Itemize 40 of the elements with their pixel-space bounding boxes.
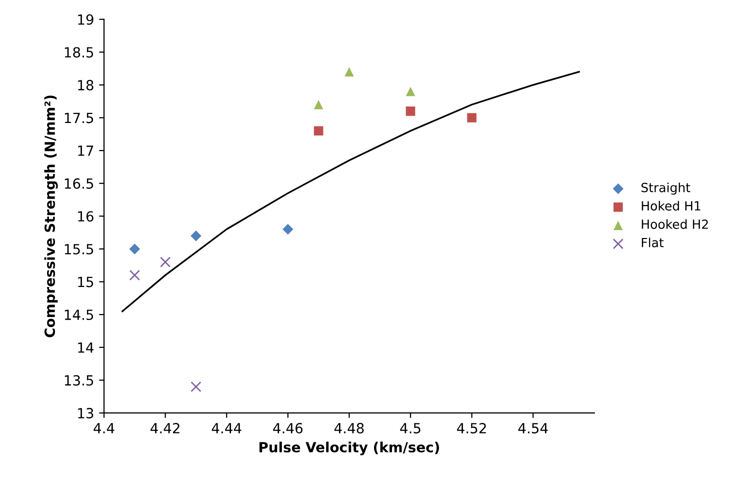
point [467,113,476,122]
y-axis-title: Compressive Strength (N/mm²) [44,96,58,338]
legend-label: Hoked H1 [642,200,700,211]
point [190,381,202,392]
y-tick-label: 14 [78,342,94,353]
point [129,244,140,254]
y-tick-label: 14.5 [64,310,94,320]
y-tick-label: 15.5 [64,244,94,254]
y-tick-label: 17.5 [64,112,94,124]
x-tick-label: 4.44 [212,423,242,434]
x-tick-label: 4.52 [457,422,486,434]
x-tick-label: 4.5 [400,423,420,434]
x-tick-label: 4.54 [518,423,548,434]
legend-label: Flat [642,238,664,248]
y-tick-label: 16 [78,211,94,222]
y-tick-label: 17 [78,146,94,156]
x-tick-label: 4.42 [150,422,180,434]
y-tick-label: 18 [78,80,94,90]
point [406,86,416,96]
y-tick-label: 16.5 [64,178,94,189]
y-tick-label: 19 [78,14,94,25]
x-tick-label: 4.48 [334,422,364,434]
point [160,256,171,268]
point [282,224,294,235]
legend-label: Hooked H2 [642,219,708,229]
x-tick-label: 4.46 [273,422,302,434]
point [314,126,324,136]
x-tick-label: 4.4 [94,423,114,434]
point [406,106,416,116]
y-tick-label: 13 [78,408,94,418]
point [344,67,354,76]
y-tick-label: 13.5 [64,375,94,386]
point [314,100,324,110]
y-tick-label: 18.5 [64,47,94,58]
line-series [122,70,580,312]
point [190,230,202,242]
y-tick-label: 15 [78,276,94,288]
x-axis-title: Pulse Velocity (km/sec) [259,442,439,456]
point [129,270,140,281]
legend-label: Straight [641,182,690,195]
